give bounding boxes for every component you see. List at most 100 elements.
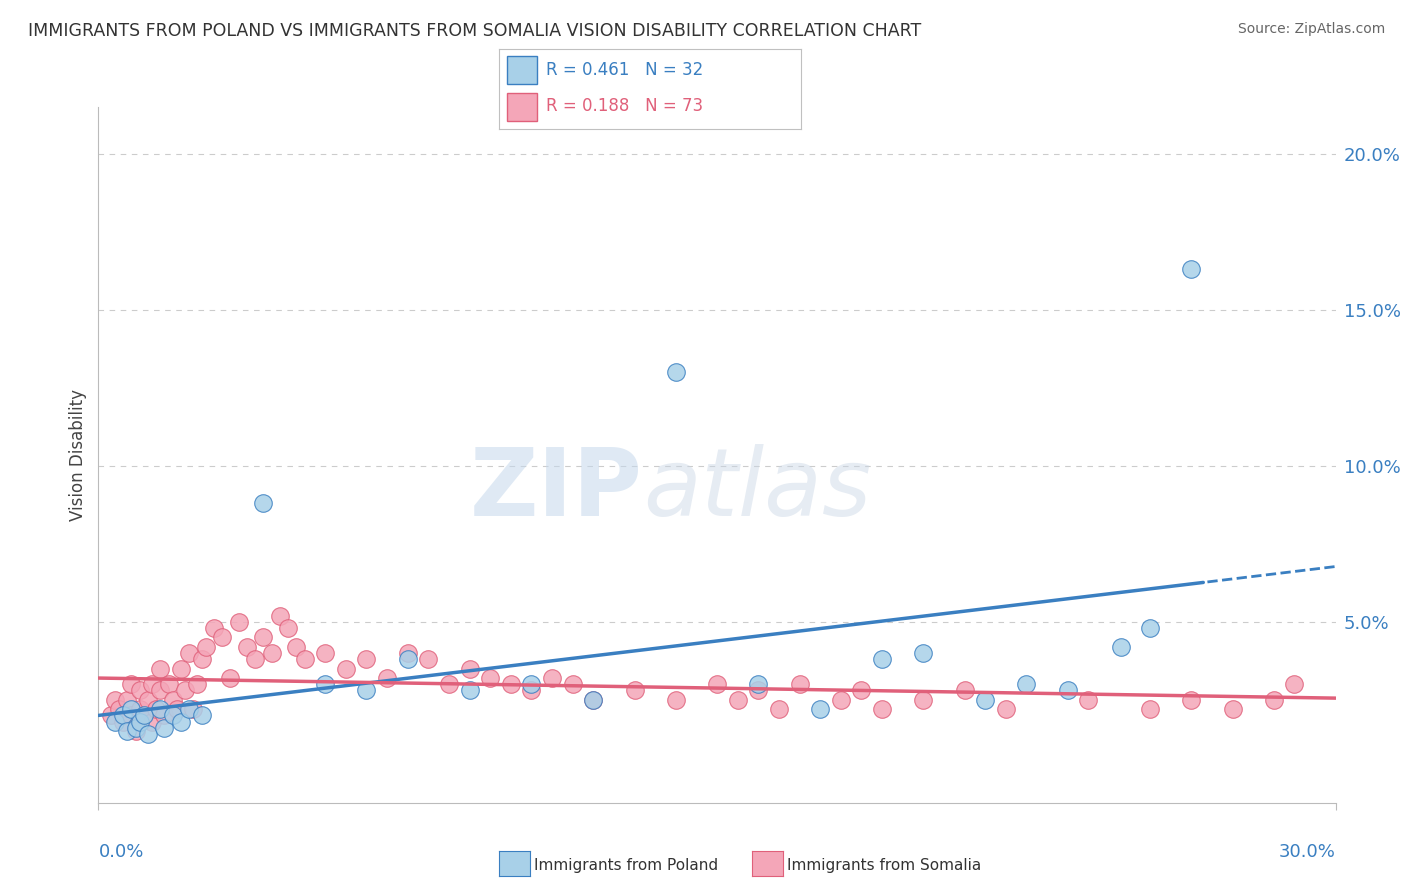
Point	[277, 621, 299, 635]
Point	[128, 683, 150, 698]
Point	[100, 708, 122, 723]
Text: Source: ZipAtlas.com: Source: ZipAtlas.com	[1237, 22, 1385, 37]
Point	[202, 621, 225, 635]
Point	[1109, 640, 1132, 654]
Point	[252, 631, 274, 645]
Point	[396, 652, 419, 666]
Point	[851, 683, 873, 698]
Point	[789, 677, 811, 691]
Point	[112, 714, 135, 729]
Point	[132, 708, 155, 723]
Point	[870, 702, 893, 716]
Point	[870, 652, 893, 666]
Point	[190, 708, 212, 723]
Point	[706, 677, 728, 691]
Point	[808, 702, 831, 716]
Point	[157, 677, 180, 691]
Point	[162, 693, 184, 707]
Point	[149, 662, 172, 676]
Point	[117, 693, 139, 707]
Point	[166, 702, 188, 716]
Point	[124, 724, 146, 739]
Point	[294, 652, 316, 666]
Point	[269, 608, 291, 623]
Point	[458, 662, 481, 676]
Point	[582, 693, 605, 707]
Point	[1180, 693, 1202, 707]
Point	[190, 652, 212, 666]
Point	[228, 615, 250, 629]
Point	[974, 693, 997, 707]
Point	[141, 714, 163, 729]
Point	[396, 646, 419, 660]
Point	[117, 724, 139, 739]
Point	[108, 702, 131, 716]
Point	[479, 671, 502, 685]
Point	[953, 683, 976, 698]
Point	[499, 677, 522, 691]
Point	[153, 708, 176, 723]
Point	[520, 683, 543, 698]
Point	[665, 365, 688, 379]
Point	[170, 662, 193, 676]
Point	[141, 677, 163, 691]
Point	[236, 640, 259, 654]
Point	[314, 677, 336, 691]
Point	[104, 693, 127, 707]
Point	[174, 683, 197, 698]
Point	[179, 646, 201, 660]
Point	[149, 702, 172, 716]
Point	[1056, 683, 1078, 698]
Point	[170, 714, 193, 729]
FancyBboxPatch shape	[506, 94, 537, 121]
Point	[211, 631, 233, 645]
Point	[1263, 693, 1285, 707]
Point	[1015, 677, 1038, 691]
Text: ZIP: ZIP	[470, 443, 643, 536]
Point	[149, 683, 172, 698]
Point	[132, 708, 155, 723]
Point	[1077, 693, 1099, 707]
Point	[162, 708, 184, 723]
Point	[136, 727, 159, 741]
Point	[314, 646, 336, 660]
Point	[1180, 262, 1202, 277]
Point	[1139, 702, 1161, 716]
Point	[768, 702, 790, 716]
Point	[252, 496, 274, 510]
Point	[747, 677, 769, 691]
Point	[181, 702, 204, 716]
Point	[912, 646, 935, 660]
Point	[1284, 677, 1306, 691]
Point	[437, 677, 460, 691]
Point	[994, 702, 1017, 716]
Point	[582, 693, 605, 707]
Point	[153, 721, 176, 735]
Point	[356, 683, 378, 698]
Point	[520, 677, 543, 691]
Point	[136, 693, 159, 707]
Text: R = 0.188   N = 73: R = 0.188 N = 73	[546, 96, 703, 115]
Point	[120, 702, 142, 716]
Text: IMMIGRANTS FROM POLAND VS IMMIGRANTS FROM SOMALIA VISION DISABILITY CORRELATION : IMMIGRANTS FROM POLAND VS IMMIGRANTS FRO…	[28, 22, 921, 40]
Point	[458, 683, 481, 698]
Text: 30.0%: 30.0%	[1279, 843, 1336, 862]
Point	[112, 708, 135, 723]
Point	[243, 652, 266, 666]
Text: Immigrants from Somalia: Immigrants from Somalia	[787, 858, 981, 872]
Point	[1222, 702, 1244, 716]
Point	[747, 683, 769, 698]
Point	[179, 702, 201, 716]
Point	[260, 646, 283, 660]
Point	[356, 652, 378, 666]
Text: R = 0.461   N = 32: R = 0.461 N = 32	[546, 61, 703, 78]
Point	[285, 640, 308, 654]
Text: Immigrants from Poland: Immigrants from Poland	[534, 858, 718, 872]
Point	[145, 702, 167, 716]
Point	[830, 693, 852, 707]
Point	[120, 677, 142, 691]
Point	[120, 708, 142, 723]
Point	[727, 693, 749, 707]
Point	[128, 702, 150, 716]
Point	[104, 714, 127, 729]
